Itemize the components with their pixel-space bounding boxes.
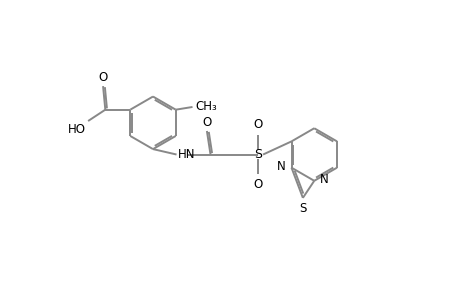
Text: O: O	[252, 178, 262, 191]
Text: S: S	[253, 148, 261, 161]
Text: HO: HO	[68, 123, 86, 136]
Text: O: O	[252, 118, 262, 131]
Text: O: O	[202, 116, 211, 129]
Text: HN: HN	[177, 148, 195, 161]
Text: S: S	[298, 202, 306, 215]
Text: O: O	[98, 71, 107, 84]
Text: N: N	[319, 173, 328, 186]
Text: CH₃: CH₃	[195, 100, 217, 113]
Text: N: N	[276, 160, 285, 173]
